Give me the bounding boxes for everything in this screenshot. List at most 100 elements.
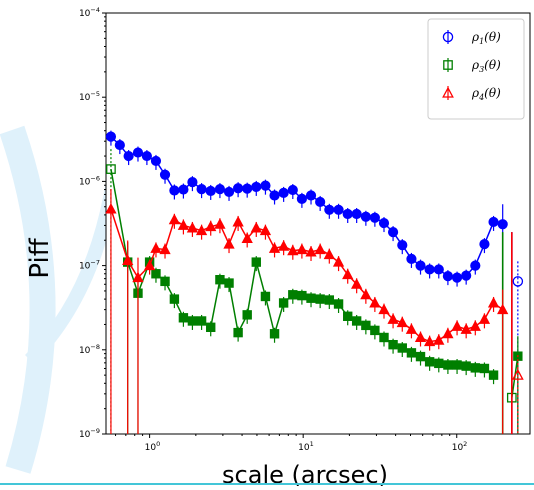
data-point (177, 219, 190, 230)
data-point (215, 275, 225, 285)
data-point (378, 303, 390, 315)
data-point (452, 360, 462, 370)
data-point (241, 232, 253, 243)
data-point (487, 296, 500, 308)
data-point (443, 360, 453, 370)
data-point (497, 219, 508, 230)
data-point (333, 299, 344, 309)
data-point (214, 218, 226, 229)
data-point (105, 131, 117, 142)
data-point (195, 224, 208, 236)
data-point (397, 343, 407, 353)
data-point (306, 293, 316, 303)
data-point (461, 270, 472, 281)
y-tick-label: 10−9 (79, 427, 100, 440)
data-point (277, 240, 290, 251)
data-point (297, 290, 307, 301)
data-point (424, 264, 435, 275)
data-point (214, 184, 226, 195)
data-point (405, 323, 418, 334)
data-point (269, 329, 280, 339)
data-point (187, 177, 198, 188)
series-3 (105, 189, 524, 434)
data-point (333, 204, 344, 215)
x-tick-label: 101 (298, 440, 314, 453)
data-point (233, 183, 244, 194)
data-point (397, 240, 408, 251)
data-point (360, 288, 372, 300)
data-point (159, 243, 171, 255)
data-point (242, 310, 252, 320)
data-point (360, 211, 371, 222)
data-point (415, 260, 426, 271)
x-tick-label: 102 (452, 440, 468, 453)
legend-marker (442, 31, 454, 43)
data-point (442, 271, 454, 282)
data-point (370, 325, 380, 336)
data-point (470, 260, 481, 271)
data-point (478, 313, 491, 324)
data-point (315, 196, 326, 208)
data-point (242, 183, 253, 194)
data-point (324, 295, 335, 305)
data-point (396, 316, 408, 328)
legend-label: ρ4(θ) (471, 86, 501, 102)
data-point (206, 322, 216, 333)
data-point (232, 215, 244, 227)
y-tick-label: 10−4 (79, 6, 100, 19)
data-point (150, 242, 162, 253)
data-point (288, 290, 298, 300)
data-point (141, 150, 152, 162)
data-point (343, 311, 353, 321)
data-point (114, 139, 125, 151)
legend: ρ1(θ) ρ3(θ) ρ4(θ) (427, 18, 525, 120)
data-point (251, 257, 261, 267)
y-tick-label: 10−7 (79, 259, 100, 272)
data-point (269, 190, 280, 201)
data-point (106, 164, 116, 174)
background-decoration (0, 119, 127, 474)
data-point (433, 334, 445, 345)
data-point (361, 320, 371, 331)
data-point (512, 276, 524, 287)
data-point (511, 368, 524, 380)
data-point (150, 155, 162, 167)
data-point (178, 313, 189, 323)
data-point (442, 327, 454, 339)
data-point (470, 363, 480, 373)
data-point (324, 204, 335, 215)
x-tick-label: 100 (145, 440, 161, 453)
data-point (451, 272, 463, 283)
data-point (233, 327, 243, 338)
data-point (132, 271, 144, 283)
legend-label: ρ1(θ) (471, 30, 501, 46)
data-point (305, 190, 317, 201)
data-point (205, 220, 217, 232)
data-point (251, 181, 262, 193)
data-point (461, 361, 471, 371)
data-point (259, 224, 272, 236)
data-point (434, 358, 444, 369)
data-point (406, 253, 417, 265)
data-point (351, 316, 362, 326)
legend-marker (443, 60, 453, 70)
data-point (278, 187, 289, 199)
data-point (296, 193, 307, 204)
data-point (143, 259, 156, 271)
data-point (479, 239, 490, 250)
y-tick-label: 10−8 (79, 343, 100, 356)
data-point (151, 269, 161, 279)
data-point (451, 320, 463, 331)
data-point (278, 298, 289, 308)
data-point (250, 221, 262, 233)
data-point (305, 245, 317, 257)
legend-marker (442, 86, 454, 98)
legend-box (427, 18, 525, 120)
data-point (105, 202, 117, 214)
data-point (351, 208, 362, 220)
data-point (223, 186, 235, 198)
data-point (423, 335, 436, 347)
data-point (260, 180, 271, 191)
data-point (260, 291, 271, 302)
